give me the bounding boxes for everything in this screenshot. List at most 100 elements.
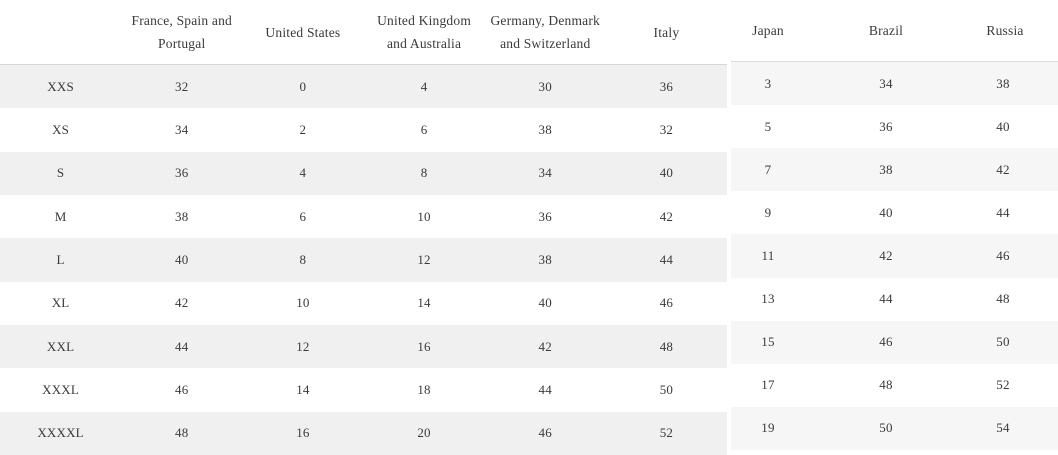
size-value-cell: 14 — [417, 295, 431, 311]
size-value-cell: 17 — [761, 377, 775, 393]
size-value-cell: 46 — [175, 381, 189, 397]
size-value-cell: 4 — [299, 165, 307, 181]
size-value-cell: 44 — [879, 291, 893, 307]
size-value-cell: 36 — [659, 78, 674, 94]
size-value-cell: 42 — [659, 208, 674, 224]
size-value-cell: 6 — [420, 121, 428, 137]
size-table-left-body: XXS 32 0 4 30 36 XS 34 2 6 38 32 S 36 4 8 34 40 M 38 6 10 36 42… — [0, 65, 727, 455]
size-value-cell: 36 — [175, 165, 189, 181]
size-table-right-header-row: Japan Brazil Russia — [731, 0, 1058, 62]
size-value-cell: 3 — [764, 75, 772, 91]
size-value-cell: 42 — [879, 247, 893, 263]
size-value-cell: 36 — [879, 118, 893, 134]
size-value-cell: 46 — [659, 295, 674, 311]
size-value-cell: 38 — [538, 251, 552, 267]
left-table-table-row: M 38 6 10 36 42 — [0, 195, 727, 238]
size-value-cell: 13 — [761, 291, 775, 307]
size-value-cell: 48 — [175, 425, 189, 441]
size-table-left-header-row: France, Spain and Portugal United States U… — [0, 0, 727, 65]
size-value-cell: 10 — [296, 295, 310, 311]
left-table-column-header-3: United Kingdom and Australia — [377, 13, 472, 51]
size-value-cell: 48 — [659, 338, 674, 354]
size-value-cell: 4 — [420, 78, 428, 94]
right-table-column-header-0: Japan — [752, 23, 784, 38]
size-value-cell: 32 — [659, 121, 674, 137]
size-value-cell: 8 — [420, 165, 428, 181]
size-value-cell: 40 — [659, 165, 674, 181]
size-value-cell: 12 — [417, 251, 431, 267]
size-label-cell: M — [54, 208, 67, 224]
left-table-column-header-4: Germany, Denmark and Switzerland — [490, 13, 601, 51]
right-table-column-header-2: Russia — [986, 23, 1024, 38]
size-value-cell: 46 — [996, 247, 1010, 263]
right-table-table-row: 17 48 52 — [731, 364, 1058, 407]
size-value-cell: 5 — [764, 118, 772, 134]
size-value-cell: 12 — [296, 338, 310, 354]
left-table-table-row: L 40 8 12 38 44 — [0, 238, 727, 282]
right-table-table-row: 3 34 38 — [731, 62, 1058, 106]
size-value-cell: 46 — [879, 334, 893, 350]
left-table-table-row: XXXXL 48 16 20 46 52 — [0, 411, 727, 455]
right-table-table-row: 11 42 46 — [731, 234, 1058, 278]
size-value-cell: 38 — [175, 208, 189, 224]
size-label-cell: S — [56, 165, 65, 181]
size-value-cell: 38 — [879, 161, 893, 177]
right-table-column-header-1: Brazil — [868, 23, 904, 38]
size-value-cell: 15 — [761, 334, 775, 350]
size-value-cell: 38 — [538, 121, 552, 137]
right-table-table-row: 15 46 50 — [731, 320, 1058, 364]
size-value-cell: 9 — [764, 204, 772, 220]
size-value-cell: 36 — [538, 208, 552, 224]
size-value-cell: 44 — [175, 338, 189, 354]
size-value-cell: 18 — [417, 381, 431, 397]
size-value-cell: 50 — [996, 334, 1010, 350]
right-table-table-row: 5 36 40 — [731, 105, 1058, 148]
left-table-table-row: XXS 32 0 4 30 36 — [0, 65, 727, 109]
size-value-cell: 50 — [879, 420, 893, 436]
size-value-cell: 44 — [996, 204, 1010, 220]
size-value-cell: 14 — [296, 381, 310, 397]
size-value-cell: 40 — [879, 204, 893, 220]
size-value-cell: 11 — [761, 247, 775, 263]
size-value-cell: 52 — [659, 425, 674, 441]
left-table-column-header-2: United States — [265, 24, 341, 40]
size-value-cell: 16 — [296, 425, 310, 441]
size-value-cell: 50 — [659, 381, 674, 397]
left-table-column-header-1: France, Spain and Portugal — [131, 13, 232, 51]
size-value-cell: 34 — [175, 121, 189, 137]
size-value-cell: 2 — [299, 121, 307, 137]
size-value-cell: 16 — [417, 338, 431, 354]
size-label-cell: XS — [52, 121, 70, 137]
size-value-cell: 32 — [175, 78, 189, 94]
size-value-cell: 7 — [764, 161, 772, 177]
size-value-cell: 54 — [996, 420, 1010, 436]
left-table-table-row: XS 34 2 6 38 32 — [0, 108, 727, 151]
size-value-cell: 19 — [761, 420, 775, 436]
size-label-cell: XXL — [46, 338, 75, 354]
right-table-table-row: 9 40 44 — [731, 191, 1058, 234]
size-label-cell: XXXXL — [37, 425, 84, 441]
size-value-cell: 42 — [996, 161, 1010, 177]
size-value-cell: 40 — [175, 251, 189, 267]
size-value-cell: 40 — [538, 295, 552, 311]
size-value-cell: 42 — [538, 338, 552, 354]
right-table-table-row: 7 38 42 — [731, 148, 1058, 192]
size-value-cell: 34 — [879, 75, 893, 91]
size-value-cell: 52 — [996, 377, 1010, 393]
size-value-cell: 42 — [175, 295, 189, 311]
left-table-table-row: XXXL 46 14 18 44 50 — [0, 368, 727, 411]
size-value-cell: 10 — [417, 208, 431, 224]
size-value-cell: 48 — [879, 377, 893, 393]
size-label-cell: L — [56, 251, 65, 267]
size-value-cell: 40 — [996, 118, 1010, 134]
size-table-right-body: 3 34 38 5 36 40 7 38 42 9 40 44 11 42 46 13 44 48 15 46 50 17… — [731, 62, 1058, 450]
size-value-cell: 44 — [659, 251, 674, 267]
size-value-cell: 46 — [538, 425, 552, 441]
size-value-cell: 44 — [538, 381, 552, 397]
size-value-cell: 38 — [996, 75, 1010, 91]
size-value-cell: 48 — [996, 291, 1010, 307]
size-label-cell: XL — [51, 295, 70, 311]
size-value-cell: 34 — [538, 165, 552, 181]
left-table-column-header-5: Italy — [653, 24, 680, 40]
